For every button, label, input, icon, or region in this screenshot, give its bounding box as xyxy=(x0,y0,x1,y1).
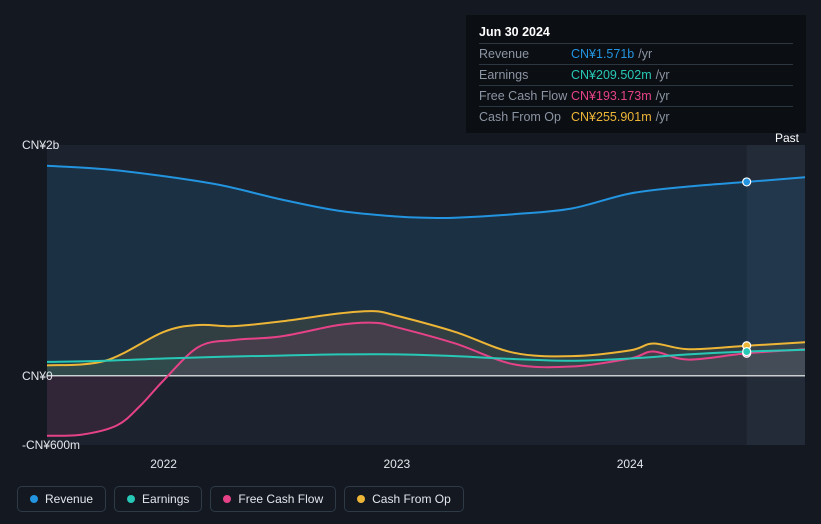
tooltip-label: Earnings xyxy=(479,68,571,82)
tooltip-unit: /yr xyxy=(656,89,670,103)
tooltip-row: Revenue CN¥1.571b /yr xyxy=(479,44,793,65)
dot-icon xyxy=(223,495,231,503)
dot-icon xyxy=(30,495,38,503)
legend-label: Revenue xyxy=(45,492,93,506)
tooltip-row: Free Cash Flow CN¥193.173m /yr xyxy=(479,86,793,107)
x-axis-tick: 2022 xyxy=(150,457,177,471)
legend-label: Cash From Op xyxy=(372,492,451,506)
legend-label: Earnings xyxy=(142,492,189,506)
legend: Revenue Earnings Free Cash Flow Cash Fro… xyxy=(17,486,464,512)
tooltip-row: Cash From Op CN¥255.901m /yr xyxy=(479,107,793,127)
chart-svg xyxy=(47,145,805,445)
legend-item-revenue[interactable]: Revenue xyxy=(17,486,106,512)
x-axis-tick: 2024 xyxy=(617,457,644,471)
tooltip-unit: /yr xyxy=(638,47,652,61)
tooltip-label: Revenue xyxy=(479,47,571,61)
y-axis-tick: CN¥0 xyxy=(22,369,53,383)
legend-item-earnings[interactable]: Earnings xyxy=(114,486,202,512)
tooltip-date: Jun 30 2024 xyxy=(479,21,793,44)
legend-item-fcf[interactable]: Free Cash Flow xyxy=(210,486,336,512)
tooltip-value: CN¥255.901m xyxy=(571,110,652,124)
chart-tooltip: Jun 30 2024 Revenue CN¥1.571b /yr Earnin… xyxy=(466,15,806,133)
x-axis-tick: 2023 xyxy=(383,457,410,471)
dot-icon xyxy=(357,495,365,503)
tooltip-row: Earnings CN¥209.502m /yr xyxy=(479,65,793,86)
tooltip-unit: /yr xyxy=(656,110,670,124)
tooltip-value: CN¥209.502m xyxy=(571,68,652,82)
y-axis-tick: CN¥2b xyxy=(22,138,59,152)
financial-chart[interactable]: Past CN¥2bCN¥0-CN¥600m202220232024 xyxy=(17,125,805,445)
tooltip-unit: /yr xyxy=(656,68,670,82)
y-axis-tick: -CN¥600m xyxy=(22,438,80,452)
past-label: Past xyxy=(775,131,799,145)
tooltip-value: CN¥1.571b xyxy=(571,47,634,61)
dot-icon xyxy=(127,495,135,503)
legend-item-cfo[interactable]: Cash From Op xyxy=(344,486,464,512)
legend-label: Free Cash Flow xyxy=(238,492,323,506)
tooltip-label: Free Cash Flow xyxy=(479,89,571,103)
tooltip-label: Cash From Op xyxy=(479,110,571,124)
tooltip-value: CN¥193.173m xyxy=(571,89,652,103)
